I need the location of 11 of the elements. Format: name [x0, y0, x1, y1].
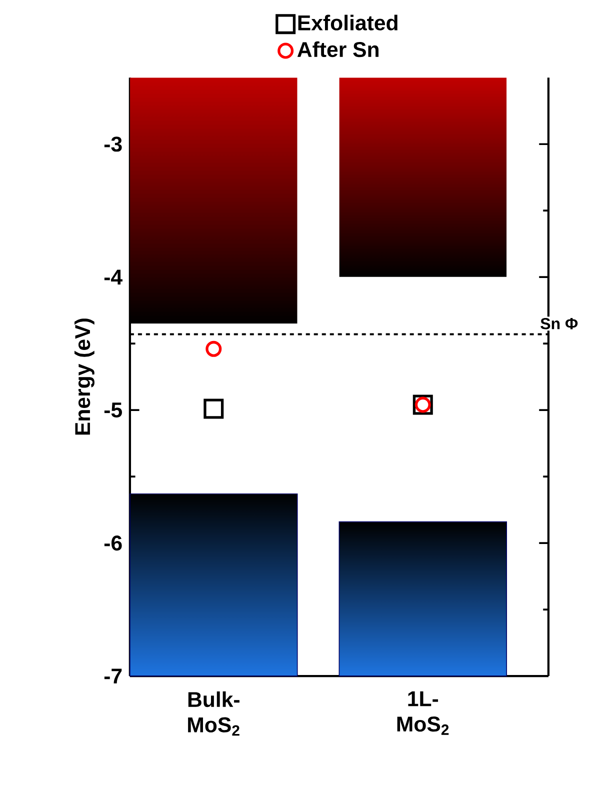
x-tick-label: 1L-MoS$_{2}$: [397, 691, 448, 735]
y-tick-label: -5: [104, 402, 122, 418]
legend-label: Exfoliated: [298, 14, 398, 30]
y-tick-label: -4: [104, 270, 122, 284]
legend-label: After Sn: [297, 41, 378, 58]
y-tick-label: -3: [104, 136, 122, 152]
y-tick-label: -7: [104, 668, 122, 684]
y-tick-label: -6: [104, 536, 122, 551]
y-axis-title: Energy (eV): [74, 318, 94, 435]
x-tick-label: Bulk-MoS$_{2}$: [188, 691, 240, 736]
ref-line-label: Sn Φ: [540, 318, 578, 330]
